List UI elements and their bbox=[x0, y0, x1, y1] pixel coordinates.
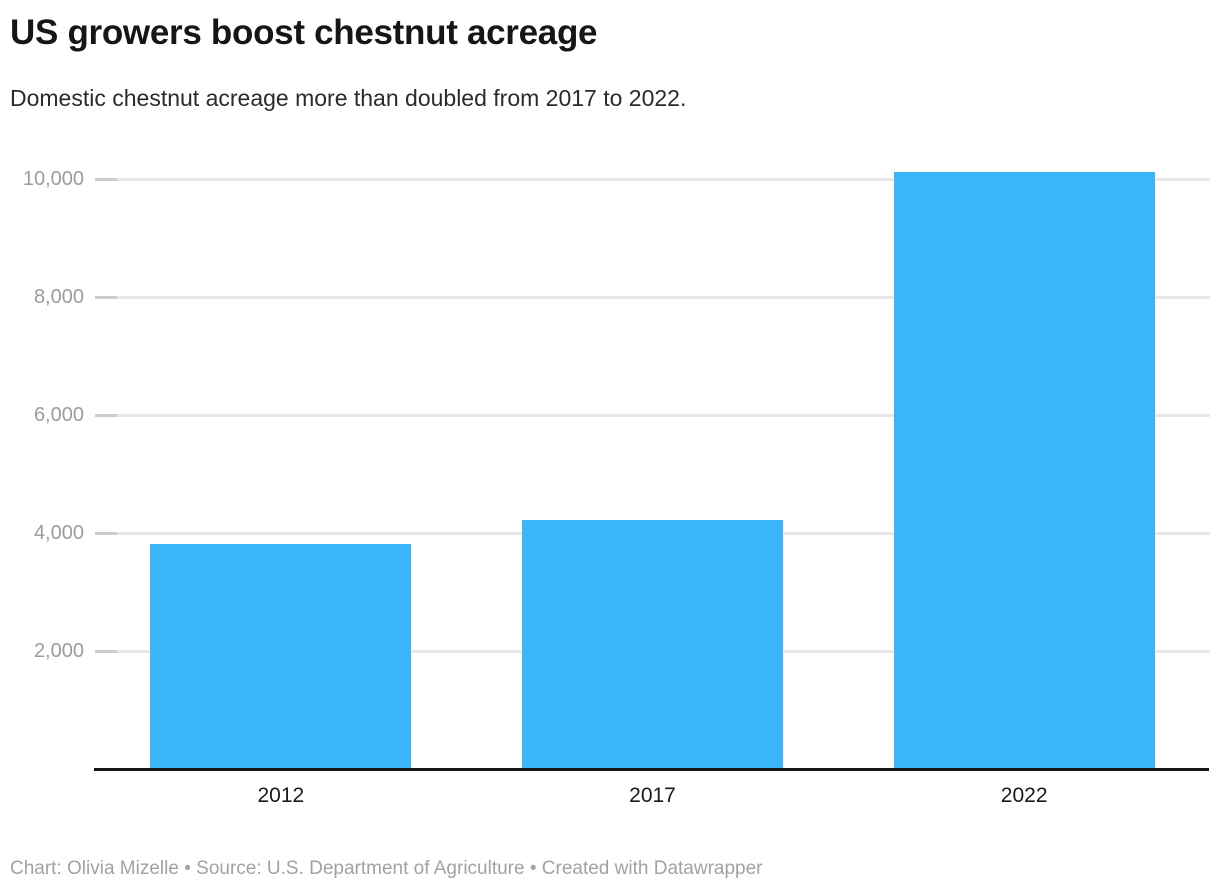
axis-tick bbox=[95, 531, 117, 535]
x-axis-label-2012: 2012 bbox=[257, 784, 305, 807]
gridline-8,000 bbox=[95, 295, 1210, 299]
chart-footer-attribution: Chart: Olivia Mizelle • Source: U.S. Dep… bbox=[10, 858, 763, 879]
y-axis-tick-label: 4,000 bbox=[33, 522, 84, 544]
gridline-6,000 bbox=[95, 413, 1210, 417]
axis-tick bbox=[95, 177, 117, 181]
gridline-10,000 bbox=[95, 177, 1210, 181]
axis-tick bbox=[95, 413, 117, 417]
y-axis-tick-label: 10,000 bbox=[22, 168, 84, 190]
x-axis-line bbox=[94, 768, 1209, 771]
axis-tick bbox=[95, 295, 117, 299]
x-axis-label-2017: 2017 bbox=[629, 784, 676, 807]
axis-tick bbox=[95, 649, 117, 653]
y-axis-tick-label: 6,000 bbox=[33, 404, 84, 426]
x-axis-label-2022: 2022 bbox=[1000, 784, 1048, 807]
y-axis-tick-label: 8,000 bbox=[33, 286, 84, 308]
bar-2012[interactable] bbox=[150, 543, 412, 768]
y-axis-tick-label: 2,000 bbox=[33, 640, 84, 662]
chart-title: US growers boost chestnut acreage bbox=[10, 13, 598, 52]
chart-subtitle: Domestic chestnut acreage more than doub… bbox=[10, 85, 687, 111]
bar-2022[interactable] bbox=[893, 172, 1155, 768]
bar-2017[interactable] bbox=[522, 520, 783, 768]
